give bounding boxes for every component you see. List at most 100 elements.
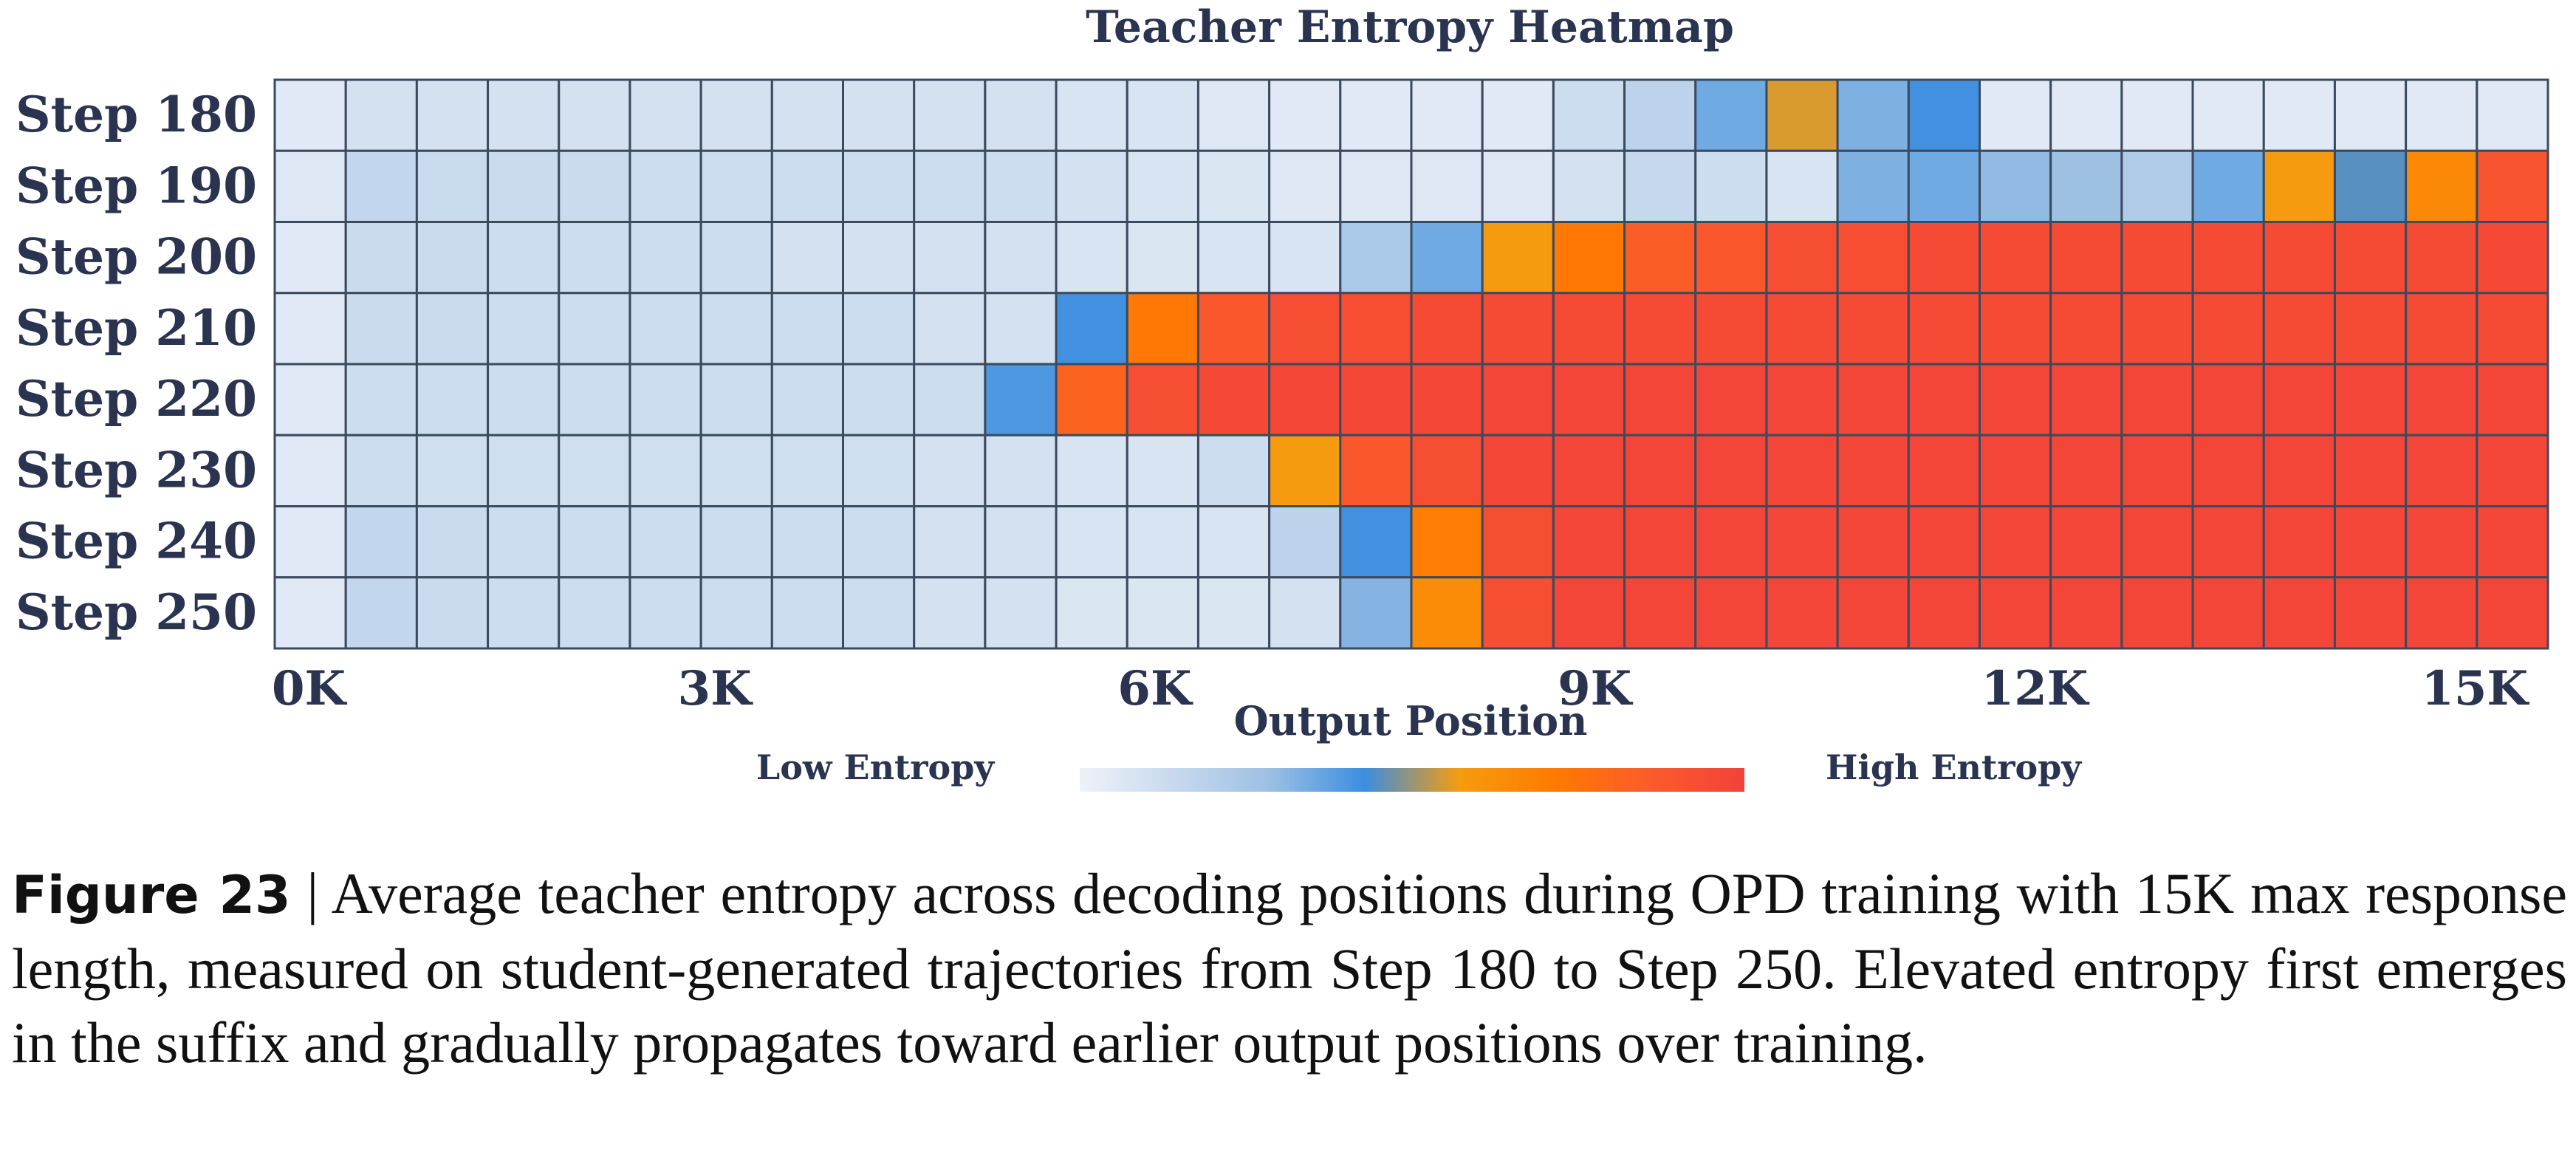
- heatmap-cell: [1481, 292, 1555, 366]
- heatmap-cell: [344, 221, 418, 295]
- heatmap-cell: [1694, 434, 1768, 507]
- heatmap-cell: [1836, 434, 1910, 507]
- heatmap-cell: [1339, 434, 1413, 507]
- heatmap-cell: [1410, 292, 1484, 366]
- heatmap-cell: [2120, 505, 2194, 579]
- heatmap-cell: [1410, 363, 1484, 436]
- heatmap-cell: [770, 292, 845, 366]
- heatmap-cell: [699, 149, 773, 223]
- heatmap-cell: [2262, 78, 2336, 152]
- heatmap-cell: [1765, 576, 1839, 650]
- heatmap-cell: [1126, 292, 1199, 366]
- heatmap-cell: [1268, 78, 1342, 152]
- heatmap-cell: [2049, 78, 2123, 152]
- heatmap-cell: [1410, 149, 1484, 223]
- heatmap-cell: [1907, 78, 1981, 152]
- heatmap-cell: [699, 434, 773, 507]
- row-labels: Step 180 Step 190 Step 200 Step 210 Step 220…: [16, 86, 257, 641]
- x-tick-label: 3K: [678, 661, 754, 716]
- heatmap-cell: [273, 78, 347, 152]
- heatmap-cell: [913, 363, 987, 436]
- heatmap-cell: [842, 576, 916, 650]
- heatmap-cell: [1552, 149, 1626, 223]
- heatmap-cell: [1552, 292, 1626, 366]
- heatmap-cell: [984, 292, 1058, 366]
- heatmap-cell: [1481, 149, 1555, 223]
- heatmap-cell: [2476, 363, 2549, 436]
- heatmap-cell: [415, 576, 490, 650]
- heatmap-cell: [913, 78, 987, 152]
- heatmap-cell: [2191, 434, 2265, 507]
- heatmap-cell: [344, 78, 418, 152]
- heatmap-cell: [2262, 363, 2336, 436]
- row-label: Step 220: [16, 370, 257, 428]
- heatmap-cell: [2333, 576, 2408, 650]
- heatmap-cell: [1126, 505, 1199, 579]
- heatmap-cell: [984, 505, 1058, 579]
- heatmap-cell: [1055, 78, 1128, 152]
- heatmap-chart: Step 180 Step 190 Step 200 Step 210 Step 220…: [16, 78, 2549, 792]
- colorbar: [1080, 768, 1744, 792]
- heatmap-cell: [2120, 292, 2194, 366]
- heatmap-cell: [770, 221, 845, 295]
- heatmap-cell: [487, 576, 561, 650]
- heatmap-cell: [1196, 292, 1271, 366]
- caption-label: Figure 23: [12, 865, 291, 925]
- heatmap-cell: [1268, 149, 1342, 223]
- heatmap-cell: [1765, 505, 1839, 579]
- heatmap-cell: [2262, 292, 2336, 366]
- heatmap-cell: [2262, 221, 2336, 295]
- heatmap-cell: [1055, 292, 1128, 366]
- heatmap-cell: [2476, 221, 2549, 295]
- heatmap-cell: [2191, 363, 2265, 436]
- heatmap-cell: [1907, 363, 1981, 436]
- heatmap-cell: [2405, 505, 2479, 579]
- heatmap-cell: [1979, 221, 2052, 295]
- heatmap-cell: [2476, 149, 2549, 223]
- heatmap-cell: [1836, 363, 1910, 436]
- heatmap-cell: [1765, 363, 1839, 436]
- heatmap-cell: [2476, 576, 2549, 650]
- colorbar-low-label: Low Entropy: [756, 747, 995, 787]
- heatmap-cell: [2049, 292, 2123, 366]
- heatmap-cell: [2476, 292, 2549, 366]
- heatmap-cell: [1907, 505, 1981, 579]
- heatmap-cell: [770, 434, 845, 507]
- heatmap-cell: [984, 363, 1058, 436]
- heatmap-cell: [2405, 292, 2479, 366]
- heatmap-cell: [558, 363, 631, 436]
- heatmap-cell: [699, 292, 773, 366]
- heatmap-cell: [1836, 576, 1910, 650]
- heatmap-cell: [1836, 292, 1910, 366]
- heatmap-cell: [2191, 292, 2265, 366]
- heatmap-cell: [1979, 505, 2052, 579]
- heatmap-cell: [558, 149, 631, 223]
- heatmap-cell: [1765, 78, 1839, 152]
- heatmap-cell: [770, 363, 845, 436]
- heatmap-cell: [2476, 505, 2549, 579]
- heatmap-cell: [1055, 221, 1128, 295]
- row-label: Step 250: [16, 583, 257, 641]
- heatmap-cell: [1196, 149, 1271, 223]
- heatmap-cell: [1196, 363, 1271, 436]
- heatmap-cell: [1055, 149, 1128, 223]
- heatmap-cell: [2191, 221, 2265, 295]
- heatmap-cell: [2049, 505, 2123, 579]
- heatmap-cell: [487, 221, 561, 295]
- heatmap-cell: [984, 434, 1058, 507]
- heatmap-cell: [913, 149, 987, 223]
- heatmap-cell: [344, 292, 418, 366]
- heatmap-cell: [2405, 576, 2479, 650]
- heatmap-cell: [1126, 78, 1199, 152]
- heatmap-cell: [1979, 292, 2052, 366]
- heatmap-cell: [628, 363, 702, 436]
- heatmap-cell: [1623, 576, 1697, 650]
- heatmap-cell: [1410, 505, 1484, 579]
- heatmap-cell: [1623, 505, 1697, 579]
- heatmap-cell: [344, 505, 418, 579]
- heatmap-cell: [2333, 78, 2408, 152]
- heatmap-cell: [1623, 78, 1697, 152]
- heatmap-cell: [2049, 434, 2123, 507]
- row-label: Step 180: [16, 86, 257, 143]
- heatmap-cell: [2191, 149, 2265, 223]
